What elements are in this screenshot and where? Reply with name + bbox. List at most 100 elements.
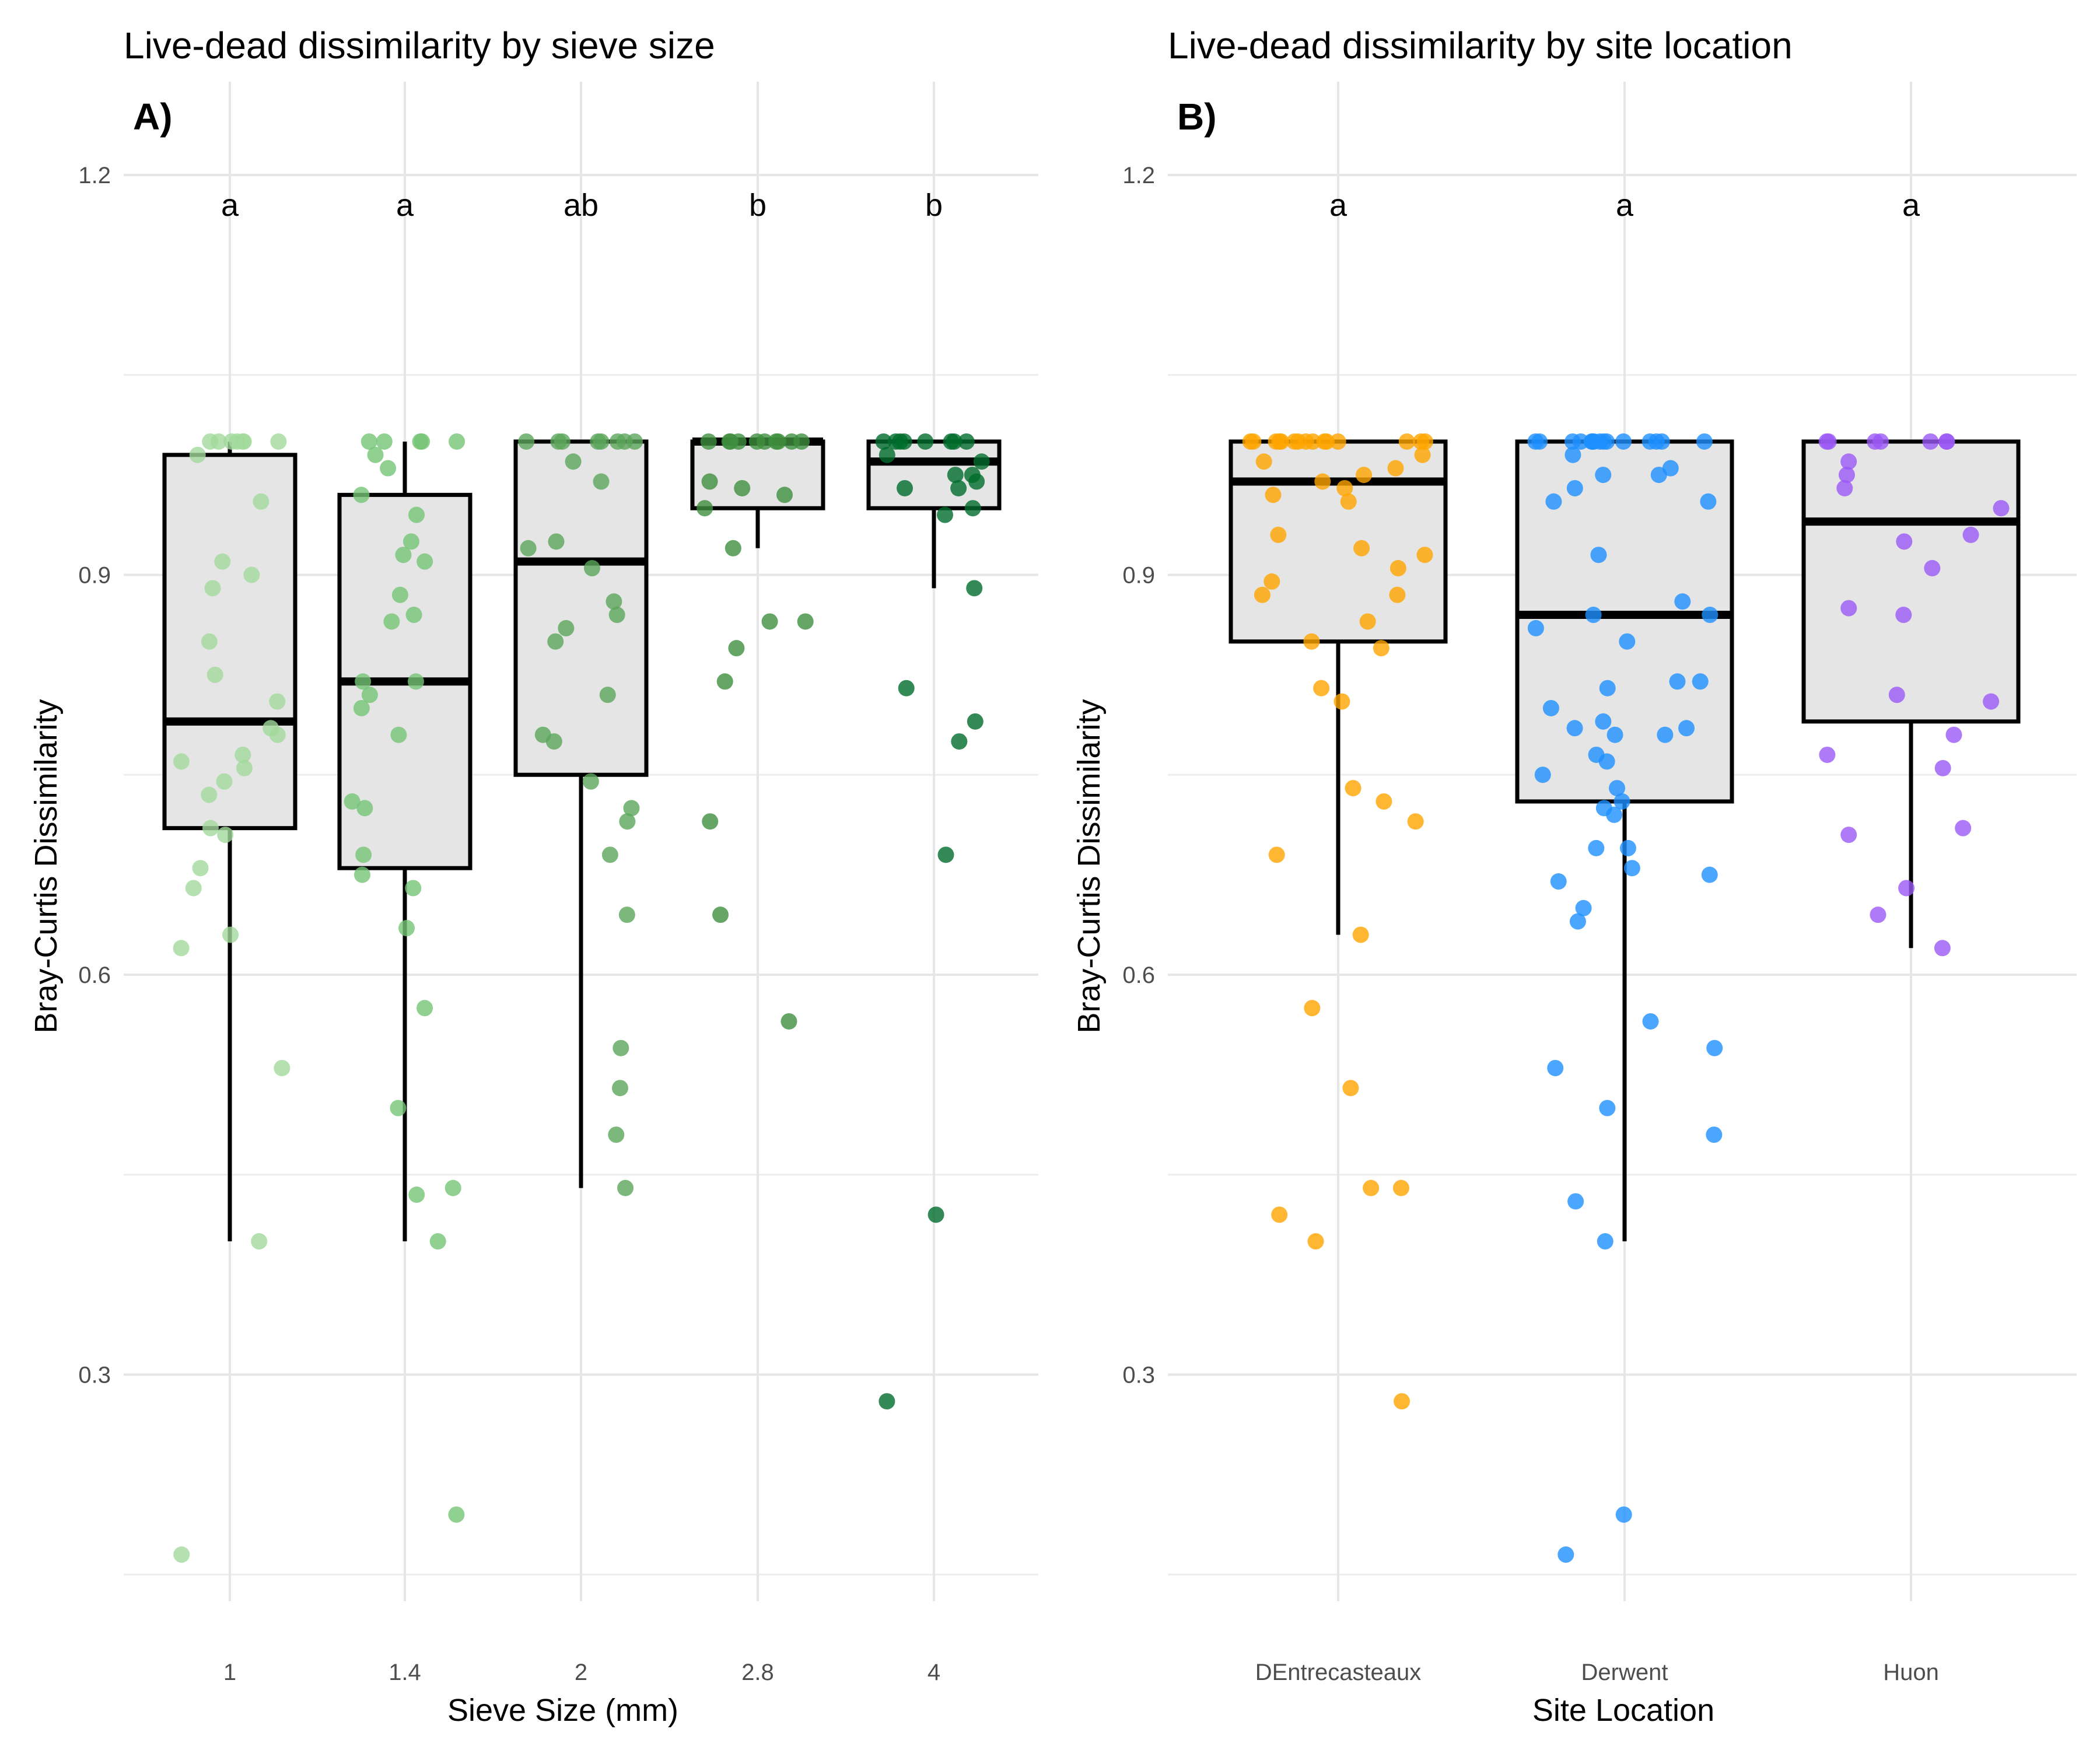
panel-a-data-point-0-20 [216, 773, 233, 790]
panel-b-data-point-0-16 [1255, 453, 1272, 470]
panel-a-data-point-3-10 [701, 473, 718, 490]
panel-b-data-point-1-9 [1527, 433, 1544, 450]
panel-a-data-point-4-7 [958, 433, 975, 450]
panel-a-data-point-2-12 [583, 560, 600, 577]
panel-a-data-point-2-9 [593, 473, 610, 490]
panel-a-data-point-4-9 [973, 453, 990, 470]
panel-b-data-point-1-29 [1692, 673, 1709, 690]
panel-a-data-point-1-18 [353, 699, 370, 716]
panel-a-data-point-0-21 [201, 786, 218, 803]
panel-b-data-point-1-46 [1623, 860, 1640, 877]
panel-b-data-point-2-22 [1840, 827, 1857, 844]
panel-b-data-point-2-6 [1873, 433, 1889, 450]
panel-a-x-tick-label-1: 1.4 [388, 1660, 421, 1685]
panel-b-data-point-1-32 [1595, 713, 1612, 730]
panel-a-y-tick-label-0: 0.3 [78, 1363, 111, 1388]
panel-b-data-point-1-58 [1615, 1506, 1632, 1523]
panel-b-data-point-1-13 [1598, 433, 1615, 450]
panel-b-data-point-0-30 [1359, 613, 1376, 630]
panel-a-data-point-3-13 [696, 500, 713, 517]
panel-a-data-point-1-21 [356, 800, 373, 817]
panel-b-data-point-0-38 [1268, 846, 1285, 863]
panel-a-data-point-3-12 [776, 487, 793, 503]
panel-a-data-point-0-13 [206, 666, 223, 683]
panel-a-data-point-2-26 [611, 1080, 628, 1097]
panel-b-data-point-1-19 [1566, 480, 1583, 496]
panel-a-data-point-3-14 [724, 540, 741, 556]
panel-a-data-point-1-24 [405, 880, 422, 897]
panel-b-y-tick-label-1: 0.6 [1122, 963, 1155, 988]
panel-a-data-point-3-1 [769, 433, 786, 450]
panel-b-y-tick-label-2: 0.9 [1122, 562, 1155, 588]
panel-b-data-point-0-17 [1387, 460, 1404, 477]
panel-a-data-point-1-6 [380, 460, 397, 477]
panel-b-data-point-1-36 [1606, 726, 1623, 743]
panel-b-data-point-1-20 [1545, 493, 1562, 510]
panel-b-data-point-1-38 [1598, 753, 1615, 770]
panel-b-data-point-0-20 [1336, 480, 1353, 496]
panel-a-data-point-0-8 [253, 493, 270, 510]
panel-a-data-point-0-30 [173, 1546, 190, 1563]
panel-a-data-point-3-17 [728, 640, 745, 657]
panel-a-data-point-4-15 [964, 500, 981, 517]
panel-a-data-point-2-7 [518, 433, 535, 450]
panel-a-data-point-0-14 [269, 693, 286, 710]
panel-b-data-point-0-40 [1304, 1000, 1321, 1017]
panel-b-data-point-2-13 [1924, 560, 1941, 577]
panel-b-data-point-1-11 [1615, 433, 1632, 450]
panel-b-data-point-0-13 [1273, 433, 1290, 450]
panel-b-data-point-2-19 [1819, 746, 1836, 763]
panel-b-data-point-2-5 [1922, 433, 1939, 450]
panel-b-data-point-2-3 [1938, 433, 1955, 450]
panel-a-data-point-0-17 [235, 746, 251, 763]
panel-a-data-point-2-3 [593, 433, 610, 450]
panel-a-y-axis-title: Bray-Curtis Dissimilarity [29, 699, 64, 1033]
panel-a-data-point-2-24 [618, 907, 635, 923]
panel-a-data-point-2-11 [520, 540, 537, 556]
panel-a-y-axis: 0.3 0.6 0.9 1.2 [78, 163, 111, 1388]
panel-b-data-point-0-41 [1342, 1080, 1359, 1097]
panel-b-data-point-1-44 [1619, 839, 1636, 856]
panel-a-data-point-1-19 [390, 726, 407, 743]
panel-b-data-point-0-42 [1363, 1180, 1380, 1196]
panel-a-data-point-2-6 [550, 433, 567, 450]
panel-b-data-point-2-21 [1955, 820, 1972, 836]
panel-a-data-point-1-22 [355, 846, 372, 863]
panel-a-data-point-3-20 [712, 907, 729, 923]
panel-b-boxes [1228, 439, 2021, 1242]
panel-b-data-point-1-47 [1701, 866, 1718, 883]
panel-a-data-point-1-28 [444, 1180, 461, 1196]
panel-a-data-point-0-24 [192, 860, 209, 877]
panel-a-data-point-0-10 [243, 566, 260, 583]
panel-a-data-point-2-14 [608, 607, 625, 624]
panel-a-data-point-2-10 [548, 533, 565, 550]
panel-a-data-point-2-17 [599, 687, 616, 704]
panel-b-x-tick-label-0: DEntrecasteaux [1255, 1660, 1422, 1685]
panel-a-data-point-4-8 [878, 446, 895, 463]
panel-b-data-point-0-21 [1265, 487, 1282, 503]
panel-b-x-tick-label-2: Huon [1883, 1660, 1939, 1685]
panel-b-data-point-2-1 [1818, 433, 1835, 450]
panel-b-data-point-0-27 [1264, 573, 1280, 590]
panel-b-y-tick-label-3: 1.2 [1122, 163, 1155, 188]
panel-a-x-axis-title: Sieve Size (mm) [447, 1693, 678, 1728]
panel-a-data-point-3-19 [702, 813, 719, 830]
panel-a-data-point-1-13 [405, 607, 422, 624]
panel-b-data-point-2-15 [1895, 607, 1912, 624]
panel-a-data-point-3-15 [761, 613, 778, 630]
panel-b-data-point-0-24 [1353, 540, 1370, 556]
panel-b-data-point-0-18 [1356, 467, 1373, 484]
panel-a-data-point-4-3 [917, 433, 934, 450]
panel-a-data-point-1-9 [402, 533, 419, 550]
panel-b-data-point-2-14 [1840, 600, 1857, 617]
panel-a-data-point-1-23 [354, 866, 370, 883]
panel-b-data-point-1-45 [1588, 839, 1605, 856]
panel-b-data-point-1-23 [1674, 593, 1691, 610]
panel-a-data-point-0-28 [274, 1059, 290, 1076]
panel-a-x-tick-label-3: 2.8 [741, 1660, 774, 1685]
panel-a-title: Live-dead dissimilarity by sieve size [124, 24, 715, 66]
panel-a-x-tick-label-4: 4 [928, 1660, 940, 1685]
panel-a-letter-4: b [925, 188, 943, 223]
panel-b-data-point-1-27 [1619, 633, 1636, 650]
